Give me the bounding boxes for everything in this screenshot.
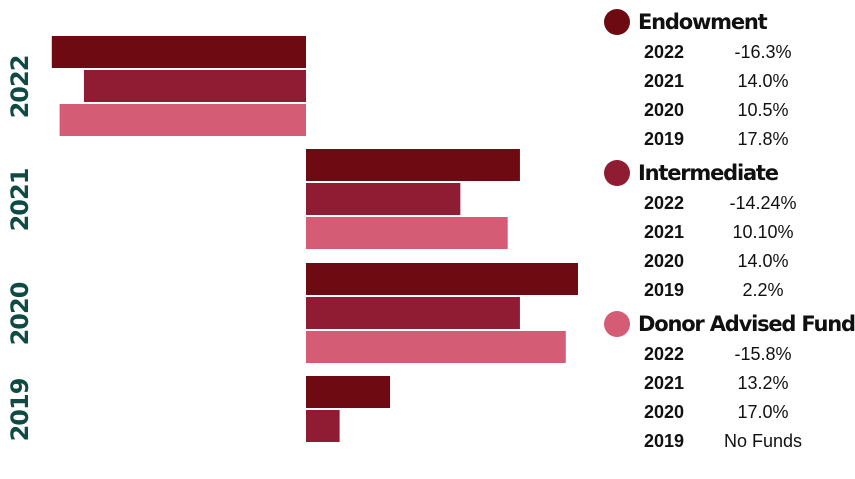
- legend-row: 2022 -16.3%: [604, 38, 854, 67]
- legend-year: 2022: [644, 193, 685, 213]
- legend-dot-icon: [604, 311, 630, 337]
- legend-value: -14.24%: [729, 193, 797, 213]
- year-label-2020: 2020: [6, 282, 34, 345]
- legend-year: 2020: [644, 402, 685, 422]
- bar-2020-endowment: [306, 263, 578, 295]
- legend-value: -16.3%: [734, 42, 792, 62]
- legend-row: 2021 10.10%: [604, 218, 854, 247]
- bar-2019-endowment: [306, 376, 391, 408]
- legend-value: 10.10%: [732, 222, 794, 242]
- legend-year: 2019: [644, 280, 685, 300]
- year-label-2022: 2022: [6, 56, 34, 119]
- legend-row: 2021 14.0%: [604, 67, 854, 96]
- legend-value: 10.5%: [737, 100, 789, 120]
- legend-row: 2021 13.2%: [604, 369, 854, 398]
- legend-dot-icon: [604, 9, 630, 35]
- legend-row: 2019 17.8%: [604, 125, 854, 154]
- bar-2022-donor-advised-funds: [59, 104, 306, 136]
- legend-header-donor-advised-funds: Donor Advised Funds: [604, 308, 855, 340]
- legend-row: 2022 -14.24%: [604, 189, 854, 218]
- bar-2021-intermediate: [306, 183, 461, 215]
- legend-year: 2022: [644, 344, 685, 364]
- legend-value: 17.8%: [737, 129, 789, 149]
- legend-year: 2021: [644, 71, 685, 91]
- legend-title: Intermediate: [638, 161, 779, 185]
- bar-chart: 2022 2021 2020 2019: [6, 36, 578, 442]
- bar-2022-endowment: [51, 36, 306, 68]
- legend-value: 2.2%: [742, 280, 784, 300]
- bar-2022-intermediate: [83, 70, 306, 102]
- legend-row: 2019 No Funds: [604, 427, 854, 456]
- legend-value: 13.2%: [737, 373, 789, 393]
- legend-row: 2019 2.2%: [604, 276, 854, 305]
- legend-year: 2020: [644, 100, 685, 120]
- bar-2021-donor-advised-funds: [306, 217, 508, 249]
- legend-year: 2019: [644, 431, 685, 451]
- bar-2020-intermediate: [306, 297, 520, 329]
- bar-2020-donor-advised-funds: [306, 331, 566, 363]
- bars-layer: [51, 36, 578, 442]
- legend-row: 2022 -15.8%: [604, 340, 854, 369]
- legend-value: 14.0%: [737, 251, 789, 271]
- year-label-2019: 2019: [6, 378, 34, 441]
- legend-row: 2020 17.0%: [604, 398, 854, 427]
- legend-year: 2021: [644, 222, 685, 242]
- legend-year: 2020: [644, 251, 685, 271]
- bar-2021-endowment: [306, 149, 520, 181]
- legend: Endowment 2022 -16.3% 2021 14.0% 2020 10.5% 201…: [604, 6, 855, 456]
- legend-value: 17.0%: [737, 402, 789, 422]
- legend-year: 2021: [644, 373, 685, 393]
- legend-title: Endowment: [638, 10, 768, 34]
- legend-row: 2020 14.0%: [604, 247, 854, 276]
- legend-value: 14.0%: [737, 71, 789, 91]
- legend-header-endowment: Endowment: [604, 6, 854, 38]
- legend-title: Donor Advised Funds: [638, 312, 855, 336]
- bar-2019-intermediate: [306, 410, 340, 442]
- legend-value: No Funds: [723, 431, 803, 451]
- legend-row: 2020 10.5%: [604, 96, 854, 125]
- legend-dot-icon: [604, 160, 630, 186]
- legend-value: -15.8%: [734, 344, 792, 364]
- legend-year: 2022: [644, 42, 685, 62]
- legend-year: 2019: [644, 129, 685, 149]
- year-label-2021: 2021: [6, 168, 34, 231]
- year-labels: 2022 2021 2020 2019: [6, 56, 34, 442]
- legend-header-intermediate: Intermediate: [604, 157, 854, 189]
